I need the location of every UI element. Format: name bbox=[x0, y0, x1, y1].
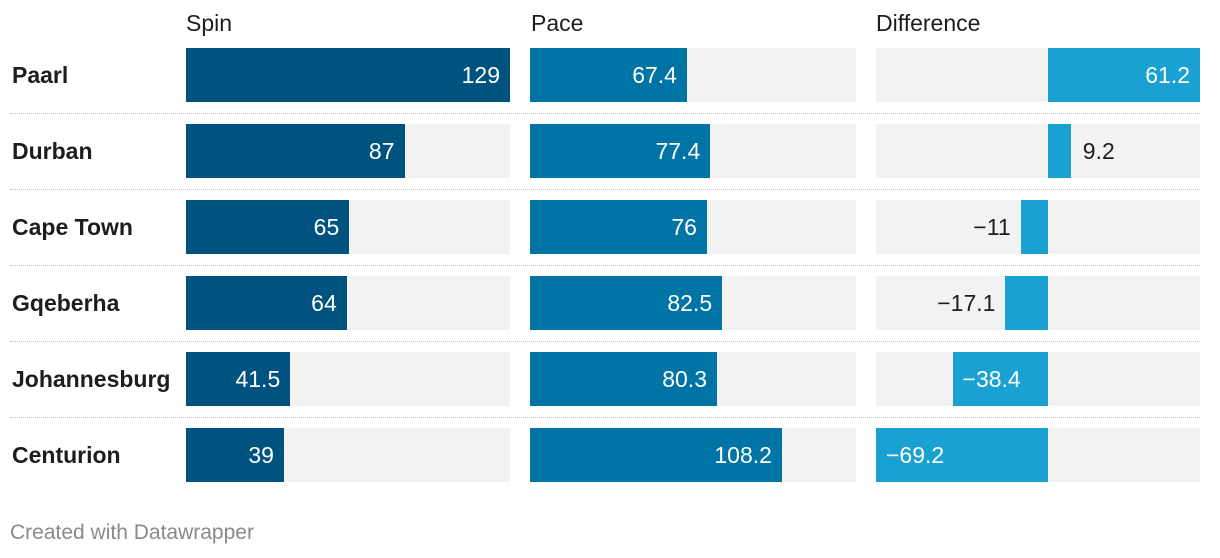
row-label-gqeberha: Gqeberha bbox=[12, 290, 120, 316]
spin-track: 64 bbox=[186, 276, 510, 330]
pace-bar bbox=[530, 428, 782, 482]
difference-track: −38.4 bbox=[876, 352, 1200, 406]
row-separator bbox=[10, 417, 1200, 418]
difference-value-label: −17.1 bbox=[937, 290, 996, 316]
pace-value-label: 77.4 bbox=[655, 138, 701, 164]
spin-track: 87 bbox=[186, 124, 510, 178]
row-separator bbox=[10, 189, 1200, 190]
pace-track: 76 bbox=[530, 200, 856, 254]
pace-bar bbox=[530, 352, 717, 406]
pace-header: Pace bbox=[531, 10, 584, 36]
pace-bar bbox=[530, 276, 723, 330]
pace-track: 108.2 bbox=[530, 428, 856, 482]
spin-value-label: 39 bbox=[248, 442, 274, 468]
pace-value-label: 67.4 bbox=[632, 62, 677, 88]
row-label-durban: Durban bbox=[12, 138, 93, 164]
difference-value-label: 9.2 bbox=[1082, 138, 1115, 164]
spin-bar bbox=[186, 276, 347, 330]
spin-bar bbox=[186, 200, 350, 254]
spin-value-label: 65 bbox=[313, 214, 340, 240]
difference-track: −69.2 bbox=[876, 428, 1200, 482]
row-label-cape-town: Cape Town bbox=[12, 214, 133, 240]
pace-value-label: 82.5 bbox=[667, 290, 713, 316]
difference-track: −17.1 bbox=[876, 276, 1200, 330]
pace-bar bbox=[530, 200, 707, 254]
spin-header: Spin bbox=[186, 10, 233, 36]
difference-value-label: −69.2 bbox=[886, 442, 945, 468]
pace-track: 77.4 bbox=[530, 124, 856, 178]
row-separator bbox=[10, 113, 1200, 114]
pace-value-label: 76 bbox=[671, 214, 697, 240]
spin-track: 41.5 bbox=[186, 352, 510, 406]
difference-bar bbox=[1047, 124, 1071, 178]
difference-bar bbox=[876, 428, 1048, 482]
datawrapper-credit: Created with Datawrapper bbox=[10, 521, 254, 544]
spin-value-label: 64 bbox=[311, 290, 337, 316]
spin-track: 129 bbox=[186, 48, 510, 102]
difference-value-label: 61.2 bbox=[1145, 62, 1190, 88]
pace-bar bbox=[530, 48, 687, 102]
spin-bar bbox=[186, 124, 405, 178]
row-label-paarl: Paarl bbox=[12, 62, 69, 88]
spin-track: 65 bbox=[186, 200, 510, 254]
row-label-centurion: Centurion bbox=[12, 442, 121, 468]
difference-track: 61.2 bbox=[876, 48, 1200, 102]
difference-value-label: −38.4 bbox=[962, 366, 1021, 392]
difference-value-label: −11 bbox=[973, 214, 1011, 240]
row-separator bbox=[10, 341, 1200, 342]
pace-value-label: 108.2 bbox=[714, 442, 772, 468]
pace-track: 67.4 bbox=[530, 48, 856, 102]
spin-bar bbox=[186, 428, 284, 482]
row-label-johannesburg: Johannesburg bbox=[12, 366, 171, 392]
difference-bar bbox=[1005, 276, 1048, 330]
spin-bar bbox=[186, 352, 291, 406]
spin-track: 39 bbox=[186, 428, 510, 482]
spin-bar bbox=[186, 48, 510, 102]
difference-track: 9.2 bbox=[876, 124, 1200, 178]
difference-header: Difference bbox=[876, 10, 981, 36]
pace-value-label: 80.3 bbox=[662, 366, 707, 392]
row-separator bbox=[10, 265, 1200, 266]
pace-bar bbox=[530, 124, 711, 178]
difference-bar bbox=[1020, 200, 1048, 254]
difference-track: −11 bbox=[876, 200, 1200, 254]
spin-value-label: 87 bbox=[368, 138, 395, 164]
spin-value-label: 129 bbox=[461, 62, 500, 88]
pace-track: 80.3 bbox=[530, 352, 856, 406]
pace-track: 82.5 bbox=[530, 276, 856, 330]
spin-value-label: 41.5 bbox=[235, 366, 281, 392]
difference-bar bbox=[952, 352, 1048, 406]
difference-bar bbox=[1047, 48, 1200, 102]
